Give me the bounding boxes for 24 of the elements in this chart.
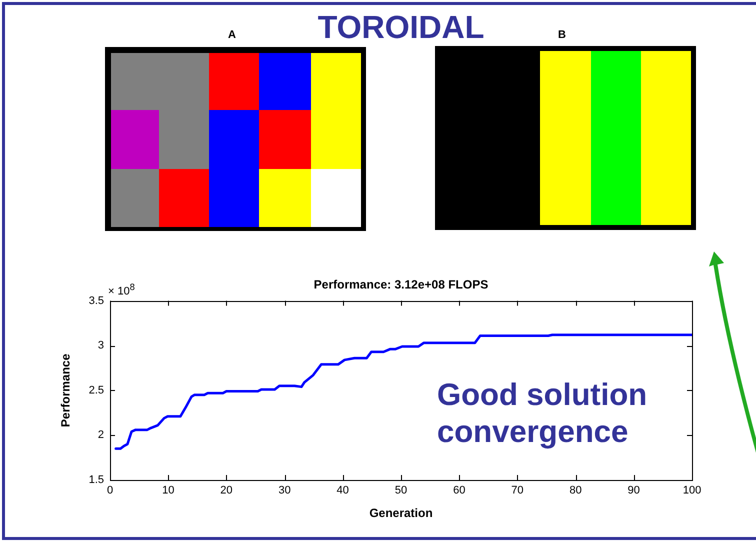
x-tick-label: 50 <box>394 484 408 497</box>
x-tick-label: 100 <box>682 484 702 497</box>
x-axis-title: Generation <box>369 506 433 520</box>
chart-subtitle: Performance: 3.12e+08 FLOPS <box>314 277 488 292</box>
text: × 10$^{8}$ <box>108 281 136 299</box>
x-tick-label: 90 <box>628 484 640 497</box>
x-tick-label: 10 <box>162 484 174 497</box>
x-tick-label: 30 <box>278 484 291 497</box>
x-tick-label: 0 <box>106 484 114 497</box>
y-tick-label: 1.5 <box>88 474 104 486</box>
x-tick-label: 60 <box>453 484 466 497</box>
text: A <box>227 29 237 41</box>
y-tick-label: 2.5 <box>88 384 104 396</box>
x-tick-label: 70 <box>511 484 524 497</box>
y-tick-label: 2 <box>98 429 104 442</box>
y-axis-title: Performance <box>58 353 73 428</box>
annotation: Good solution convergence <box>437 376 648 450</box>
x-tick-label: 80 <box>569 484 582 497</box>
chart-title: TOROIDAL <box>318 9 484 46</box>
x-tick-label: 40 <box>336 484 349 497</box>
y-tick-label: 3 <box>98 340 104 352</box>
x-tick-label: 20 <box>220 484 233 497</box>
y-tick-label: 3.5 <box>88 294 104 307</box>
text: B <box>557 29 567 41</box>
